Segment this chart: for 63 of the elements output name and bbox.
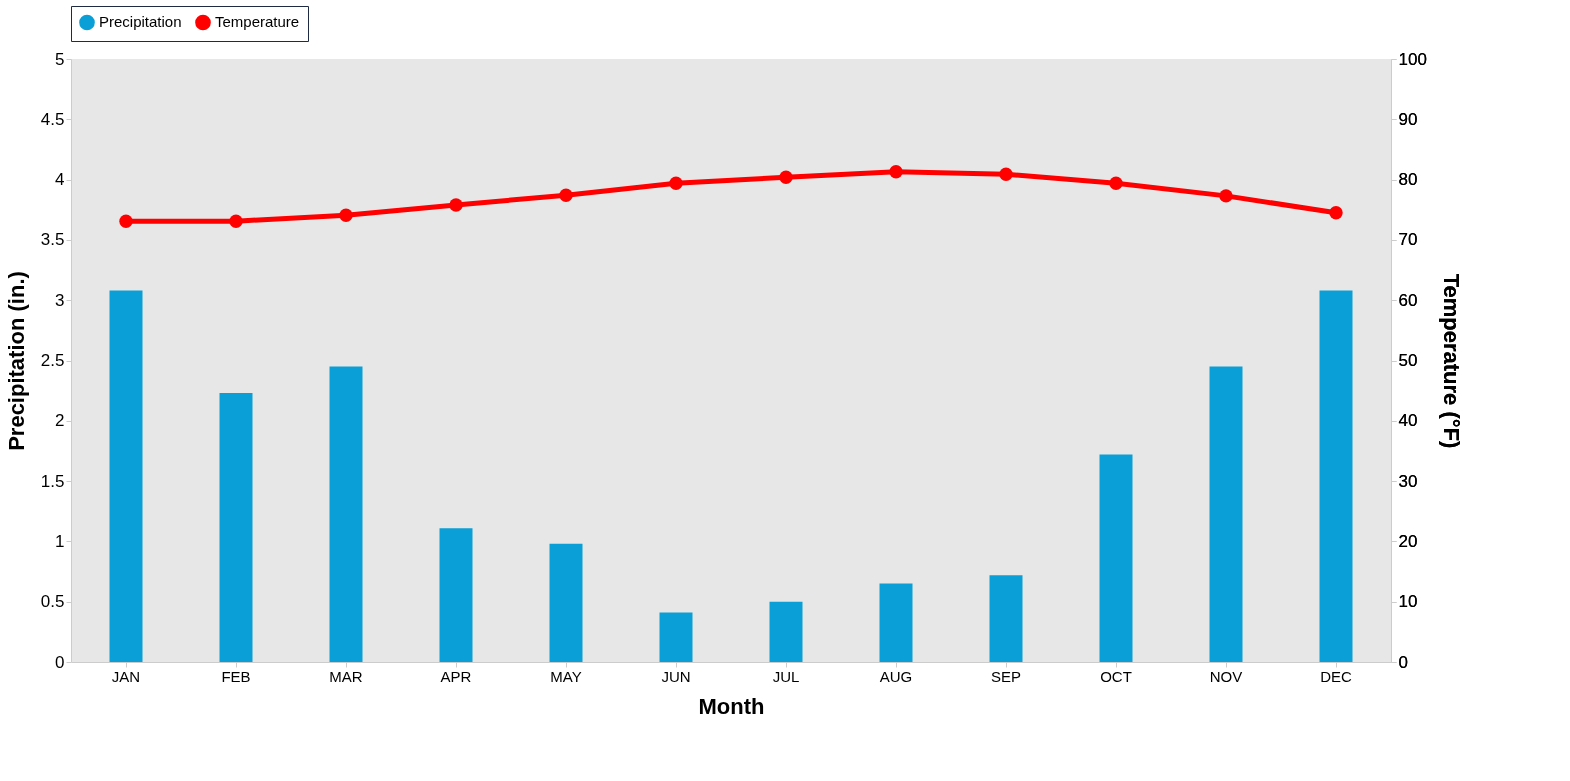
y2-tick-label: 60 xyxy=(1398,290,1418,310)
bar xyxy=(109,290,143,662)
y-tick-label: 1 xyxy=(55,531,65,551)
x-tick-label: JAN xyxy=(111,667,141,685)
bar xyxy=(439,528,473,662)
y2-tick-label: 20 xyxy=(1398,531,1418,551)
x-axis-title: Month xyxy=(698,693,765,719)
bar xyxy=(769,601,803,662)
y-tick-label: 5 xyxy=(55,49,65,69)
y2-tick-label: 0 xyxy=(1398,652,1408,672)
legend-label: Precipitation xyxy=(99,13,182,31)
bar xyxy=(1099,454,1133,662)
point xyxy=(779,170,793,184)
y2-tick-label: 30 xyxy=(1398,471,1418,491)
y2-tick-label: 50 xyxy=(1398,351,1418,370)
point xyxy=(449,198,463,212)
point xyxy=(339,208,353,222)
point xyxy=(669,176,683,190)
x-tick-label: MAR xyxy=(329,667,363,685)
y-tick-label: 2.5 xyxy=(40,351,65,370)
y-tick-label: 4.5 xyxy=(40,109,65,129)
bar xyxy=(329,366,363,662)
y2-tick-label: 80 xyxy=(1398,170,1418,190)
bar xyxy=(879,583,913,662)
x-tick-label: JUL xyxy=(772,667,800,685)
x-tick-label: FEB xyxy=(221,667,251,685)
x-tick-label: JUN xyxy=(661,667,691,685)
x-tick-label: MAY xyxy=(550,667,582,685)
x-tick-label: OCT xyxy=(1100,667,1132,685)
point xyxy=(559,188,573,202)
point xyxy=(1329,206,1343,220)
x-tick-label: APR xyxy=(440,667,472,685)
y-tick-label: 3.5 xyxy=(40,230,65,250)
point xyxy=(889,165,903,179)
point xyxy=(999,167,1013,181)
point xyxy=(229,214,243,228)
x-tick-label: NOV xyxy=(1209,667,1243,685)
legend-label: Temperature xyxy=(215,13,300,31)
point xyxy=(1109,176,1123,190)
y2-axis-title: Temperature (°F) xyxy=(1438,273,1464,449)
y-tick-label: 1.5 xyxy=(40,471,65,491)
y-tick-label: 3 xyxy=(55,290,65,310)
bar xyxy=(1209,366,1243,662)
y-axis-title: Precipitation (in.) xyxy=(3,271,29,451)
y2-tick-label: 90 xyxy=(1398,109,1418,129)
x-tick-label: AUG xyxy=(879,667,913,685)
y-tick-label: 0.5 xyxy=(40,592,65,612)
bar xyxy=(1319,290,1353,662)
y2-tick-label: 10 xyxy=(1398,592,1418,612)
y-tick-label: 2 xyxy=(55,411,65,431)
bar xyxy=(219,393,253,662)
bar xyxy=(989,575,1023,662)
y2-tick-label: 70 xyxy=(1398,230,1418,250)
x-tick-label: DEC xyxy=(1320,667,1352,685)
y2-tick-label: 100 xyxy=(1398,49,1427,69)
point xyxy=(1219,189,1233,203)
bar xyxy=(659,612,693,662)
bar xyxy=(549,543,583,662)
y-tick-label: 4 xyxy=(55,170,65,190)
y-tick-label: 0 xyxy=(55,652,65,672)
point xyxy=(119,214,133,228)
y2-tick-label: 40 xyxy=(1398,411,1418,431)
x-tick-label: SEP xyxy=(990,667,1022,685)
